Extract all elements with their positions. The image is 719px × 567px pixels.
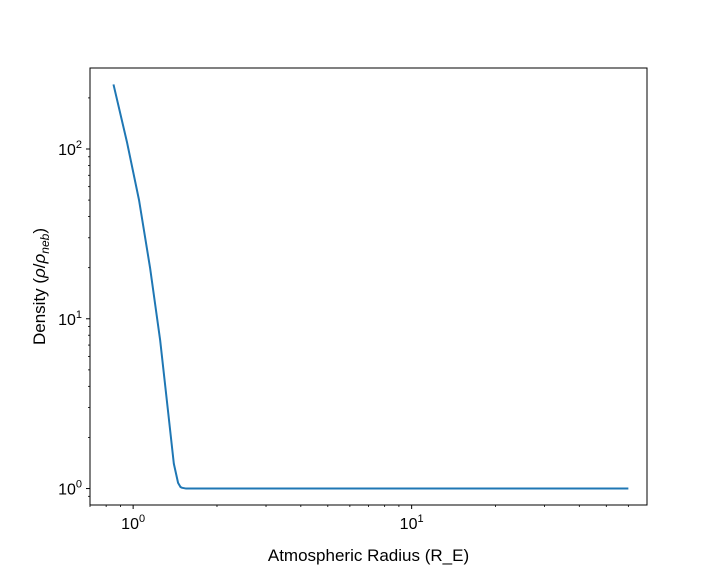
plot-layer — [112, 84, 629, 490]
axes-frame — [89, 67, 648, 506]
series-line-0 — [112, 84, 629, 490]
y-tick-label: 101 — [58, 309, 82, 329]
y-axis-label: Density (ρ/ρneb) — [30, 228, 52, 345]
x-tick-label: 100 — [121, 513, 145, 533]
y-tick-label: 100 — [58, 479, 82, 499]
x-axis-label: Atmospheric Radius (R_E) — [268, 546, 469, 565]
y-tick-label: 102 — [58, 139, 82, 159]
x-tick-label: 101 — [400, 513, 424, 533]
ticks-layer: 100 101 100 101 102 — [58, 97, 629, 533]
